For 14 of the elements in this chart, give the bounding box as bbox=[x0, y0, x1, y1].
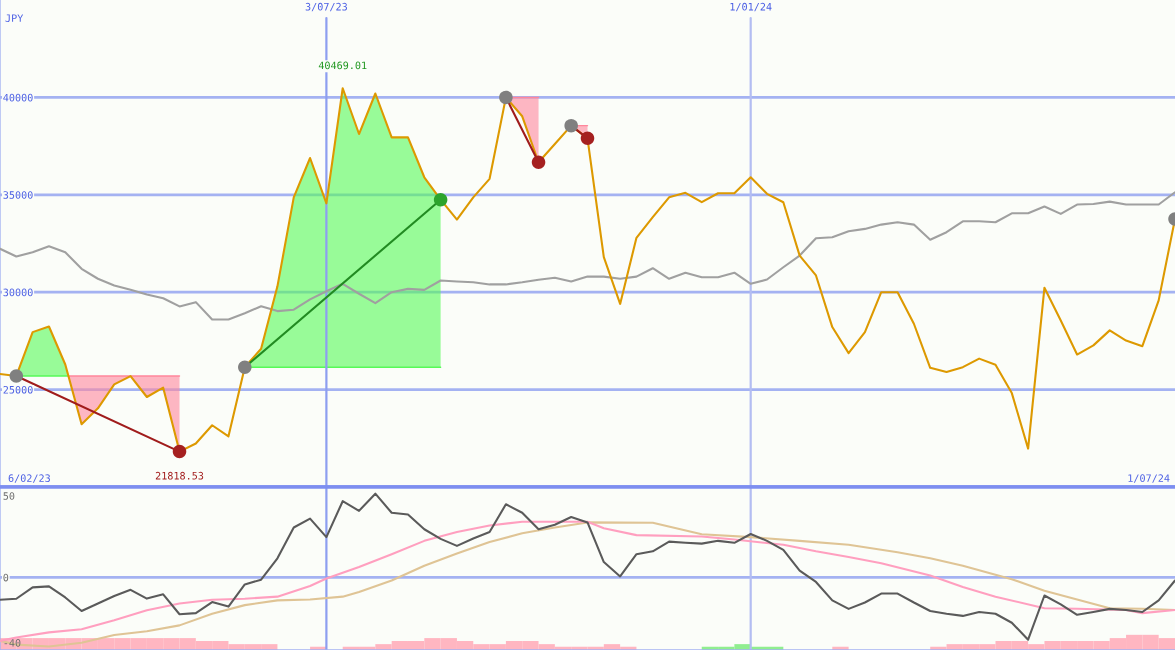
y-tick-label: 35000 bbox=[3, 191, 33, 199]
y-tick-label: 25000 bbox=[3, 385, 33, 394]
annotation: 6/02/23 bbox=[8, 474, 50, 483]
annotation: 21818.53 bbox=[155, 471, 204, 480]
annotation: 40469.01 bbox=[318, 61, 367, 70]
x-tick-label: 1/01/24 bbox=[730, 2, 772, 12]
x-tick-label: 3/07/23 bbox=[305, 2, 347, 12]
annotation: 1/07/24 bbox=[1128, 474, 1170, 483]
y-tick-label: -40 bbox=[4, 639, 21, 647]
y-tick-label: 30000 bbox=[3, 288, 33, 297]
y-tick-label: 40000 bbox=[3, 93, 33, 102]
y-tick-label: 0 bbox=[3, 573, 9, 582]
y-tick-label: 50 bbox=[3, 492, 15, 500]
y-axis-title: JPY bbox=[5, 14, 24, 22]
